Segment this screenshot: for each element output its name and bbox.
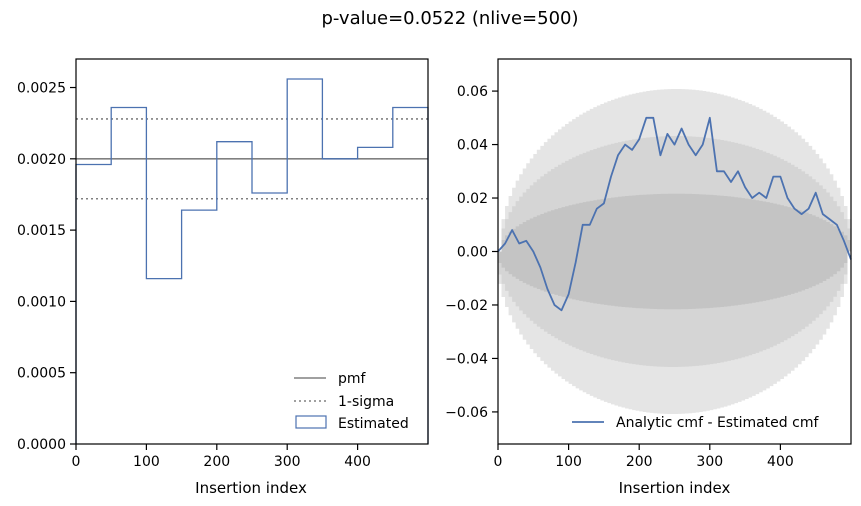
estimated-bin-5 — [252, 193, 287, 444]
left-chart-panel: 0 100 200 300 400 0.0000 0.0005 0.0010 0.0015 0.0… — [17, 58, 429, 497]
x-tick-label: 100 — [555, 454, 582, 470]
y-tick-label: 0.0010 — [17, 294, 66, 310]
x-tick-label: 300 — [696, 454, 723, 470]
x-tick-label: 400 — [767, 454, 794, 470]
x-axis-label: Insertion index — [195, 479, 307, 497]
x-axis-label: Insertion index — [619, 479, 731, 497]
legend-sigma-label: 1-sigma — [338, 394, 394, 410]
y-tick-label: 0.04 — [457, 138, 488, 154]
estimated-bin-2 — [146, 279, 181, 444]
y-tick-label: 0.00 — [457, 245, 488, 261]
x-tick-label: 100 — [133, 454, 160, 470]
estimated-bin-9 — [393, 107, 428, 444]
legend-estimated-label: Estimated — [338, 416, 409, 432]
y-tick-label: −0.02 — [445, 298, 488, 314]
y-tick-label: 0.06 — [457, 84, 488, 100]
estimated-bin-1 — [111, 107, 146, 444]
estimated-step-line — [75, 78, 429, 444]
x-tick-label: 400 — [344, 454, 371, 470]
figure-title: p-value=0.0522 (nlive=500) — [321, 8, 578, 29]
left-plot-frame — [75, 58, 429, 445]
y-tick-label: −0.06 — [445, 405, 488, 421]
estimated-bin-0 — [76, 165, 111, 444]
y-tick-label: 0.0015 — [17, 223, 66, 239]
estimated-bin-3 — [182, 210, 217, 444]
legend: pmf 1-sigma Estimated — [294, 371, 409, 432]
x-tick-label: 200 — [626, 454, 653, 470]
y-tick-label: −0.04 — [445, 351, 488, 367]
estimated-bin-4 — [217, 142, 252, 444]
legend-cmf-label: Analytic cmf - Estimated cmf — [616, 415, 819, 431]
y-tick-label: 0.0025 — [17, 81, 66, 97]
x-tick-label: 300 — [274, 454, 301, 470]
x-tick-label: 0 — [72, 454, 81, 470]
legend-estimated-swatch — [295, 415, 327, 429]
y-tick-label: 0.0020 — [17, 152, 66, 168]
y-tick-label: 0.0000 — [17, 437, 66, 453]
right-chart-panel: 0 100 200 300 400 −0.06 −0.04 −0.02 0.00 0.02 0.04… — [445, 58, 852, 497]
y-tick-label: 0.0005 — [17, 366, 66, 382]
estimated-bin-6 — [287, 79, 322, 444]
legend-pmf-label: pmf — [338, 371, 367, 387]
x-tick-label: 0 — [494, 454, 503, 470]
x-tick-label: 200 — [203, 454, 230, 470]
sigma-band-1 — [498, 193, 851, 310]
y-tick-label: 0.02 — [457, 191, 488, 207]
